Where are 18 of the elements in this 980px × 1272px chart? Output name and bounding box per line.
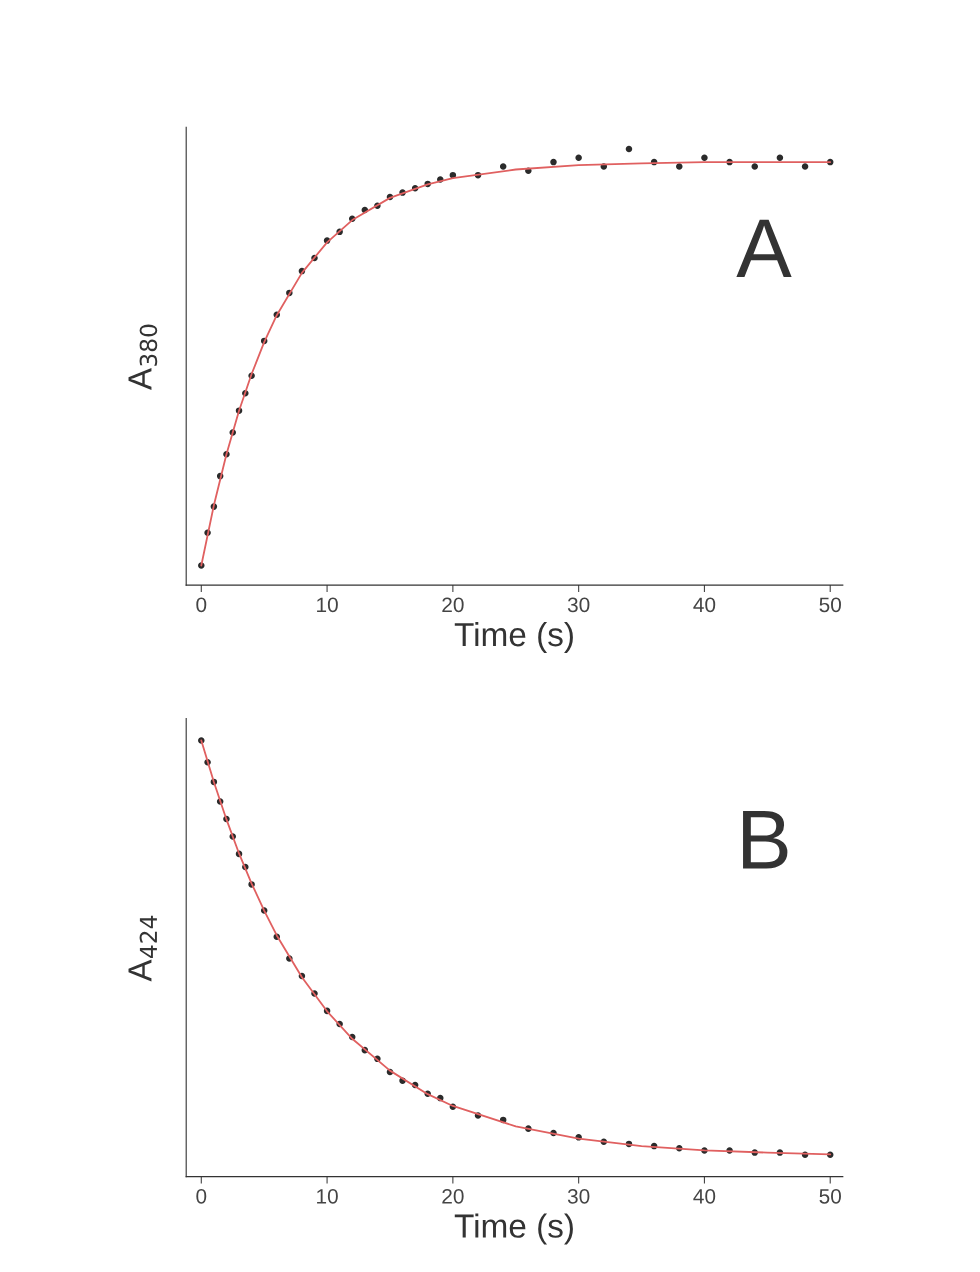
x-tick-label: 50 (819, 1188, 841, 1204)
x-tick-label: 0 (196, 597, 207, 613)
x-tick-label: 30 (567, 597, 590, 613)
x-axis-title: Time (s) (454, 621, 573, 653)
x-tick-label: 30 (567, 1188, 590, 1204)
x-tick-label: 10 (317, 597, 338, 613)
y-axis-title: A$_{380}$ (128, 324, 158, 391)
y-axis-title: A$_{424}$ (128, 915, 157, 982)
x-tick-label: 0 (196, 1188, 207, 1204)
x-tick-label: 10 (317, 1188, 338, 1204)
x-tick-label: 20 (442, 1188, 464, 1204)
annotation: B (743, 811, 788, 869)
x-tick-label: 40 (693, 1188, 716, 1204)
x-tick-label: 20 (442, 597, 464, 613)
annotation: A (736, 219, 792, 277)
x-tick-label: 50 (819, 597, 841, 613)
x-axis-title: Time (s) (454, 1213, 573, 1245)
x-tick-label: 40 (693, 597, 716, 613)
